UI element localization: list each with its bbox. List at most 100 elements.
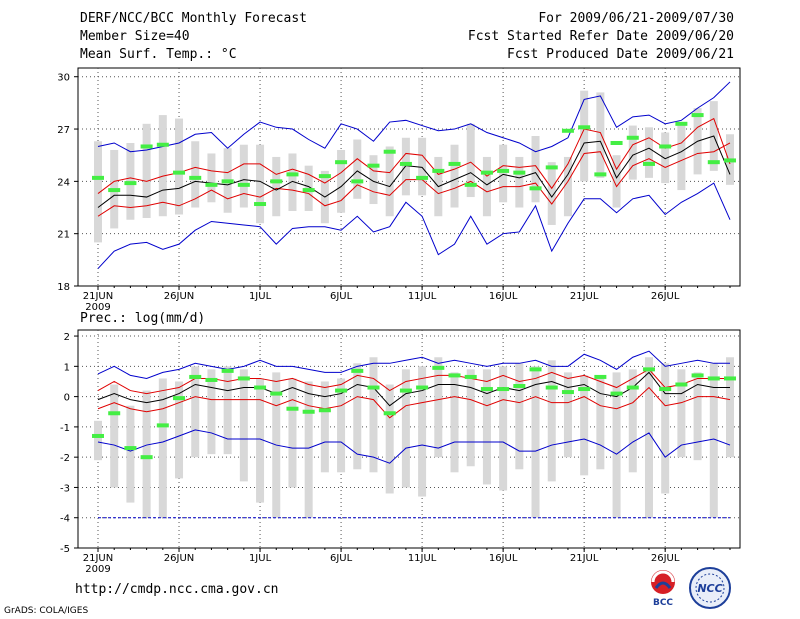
series-line-max: [97, 182, 731, 269]
fcst-started-date: Fcst Started Refer Date 2009/06/20: [467, 29, 734, 44]
y-tick-label: -1: [60, 423, 70, 434]
ensemble-box: [677, 369, 686, 458]
ensemble-box: [726, 357, 734, 458]
climatology-mark: [335, 388, 348, 393]
ensemble-box: [418, 137, 427, 196]
ncc-logo-text: NCC: [697, 582, 722, 595]
ensemble-box: [450, 144, 459, 208]
ensemble-box: [337, 149, 346, 213]
plot-frame: [77, 329, 741, 549]
climatology-mark: [221, 368, 234, 373]
ensemble-box: [644, 127, 653, 178]
y-tick-label: 0: [64, 393, 70, 404]
climatology-mark: [286, 406, 299, 411]
ensemble-box: [110, 384, 119, 488]
ensemble-box: [563, 372, 572, 458]
ensemble-box: [709, 363, 718, 518]
climatology-mark: [529, 186, 542, 191]
ensemble-box: [175, 118, 184, 215]
grads-credit: GrADS: COLA/IGES: [4, 606, 89, 616]
climatology-mark: [432, 365, 445, 370]
ensemble-box: [94, 420, 102, 461]
ensemble-box: [661, 363, 670, 494]
ensemble-box: [466, 369, 475, 467]
climatology-mark: [480, 170, 493, 175]
climatology-mark: [302, 188, 315, 193]
climatology-mark: [399, 388, 412, 393]
climatology-mark: [221, 179, 234, 184]
ensemble-box: [337, 378, 346, 473]
ensemble-box: [126, 405, 135, 503]
climatology-mark: [724, 376, 736, 381]
climatology-mark: [205, 182, 218, 187]
y-tick-label: -5: [60, 544, 70, 555]
climatology-mark: [642, 367, 655, 372]
climatology-mark: [383, 411, 396, 416]
climatology-mark: [464, 374, 477, 379]
ensemble-box: [369, 357, 378, 473]
ensemble-box: [272, 156, 281, 217]
ensemble-box: [385, 146, 394, 217]
source-url[interactable]: http://cmdp.ncc.cma.gov.cn: [75, 582, 279, 597]
forecast-period: For 2009/06/21-2009/07/30: [538, 11, 734, 26]
climatology-mark: [189, 374, 202, 379]
ensemble-box: [434, 357, 443, 458]
ensemble-box: [239, 144, 248, 208]
ensemble-box: [223, 366, 232, 455]
ensemble-box: [612, 372, 621, 518]
x-tick-label: 26JUN: [164, 553, 194, 564]
temperature-panel: 18 21 24 27 30 21JUN 26JUN 1JUL 6JUL 11JUL 16JUL 21…: [57, 67, 741, 313]
bcc-logo: BCC: [651, 570, 675, 608]
ensemble-box: [401, 369, 410, 488]
climatology-mark: [480, 387, 493, 392]
climatology-mark: [254, 202, 267, 207]
y-tick-label: 27: [57, 125, 70, 136]
climatology-mark: [318, 408, 331, 413]
climatology-mark: [416, 385, 429, 390]
ensemble-box: [158, 115, 167, 217]
member-size: Member Size=40: [80, 29, 190, 44]
ensemble-box: [288, 153, 297, 212]
ensemble-box: [142, 123, 151, 218]
ensemble-box: [418, 366, 427, 497]
x-tick-label: 21JUN: [83, 553, 113, 564]
y-tick-label: 30: [57, 73, 70, 84]
x-tick-label: 16JUL: [489, 553, 518, 564]
series-line-min: [97, 429, 731, 464]
fcst-produced-date: Fcst Produced Date 2009/06/21: [507, 47, 734, 62]
climatology-mark: [156, 423, 169, 428]
series-line-mean: [97, 371, 730, 407]
climatology-mark: [351, 368, 364, 373]
climatology-mark: [140, 144, 153, 149]
climatology-mark: [610, 391, 623, 396]
ensemble-box: [288, 378, 297, 488]
ensemble-box: [499, 144, 508, 203]
climatology-mark: [124, 181, 137, 186]
series-line-lower-spread: [97, 142, 731, 217]
climatology-mark: [173, 396, 186, 401]
climatology-mark: [561, 390, 574, 395]
x-tick-label: 1JUL: [249, 553, 272, 564]
ensemble-box: [531, 136, 540, 203]
climatology-mark: [432, 168, 445, 173]
ensemble-box: [239, 369, 248, 482]
y-tick-label: -4: [60, 514, 70, 525]
ensemble-box: [515, 363, 524, 470]
climatology-mark: [448, 373, 461, 378]
climatology-mark: [497, 387, 510, 392]
ensemble-box: [304, 381, 313, 518]
ensemble-box: [385, 384, 394, 494]
climatology-mark: [205, 377, 218, 382]
climatology-mark: [497, 168, 510, 173]
climatology-mark: [140, 455, 153, 460]
ensemble-box: [466, 123, 475, 198]
climatology-mark: [578, 387, 591, 392]
ensemble-box: [191, 141, 200, 208]
ensemble-box: [142, 390, 151, 518]
y-tick-label: 18: [57, 282, 70, 293]
climatology-mark: [545, 385, 558, 390]
ensemble-box: [207, 369, 216, 455]
year-label: 2009: [85, 564, 110, 575]
climatology-mark: [383, 149, 396, 154]
